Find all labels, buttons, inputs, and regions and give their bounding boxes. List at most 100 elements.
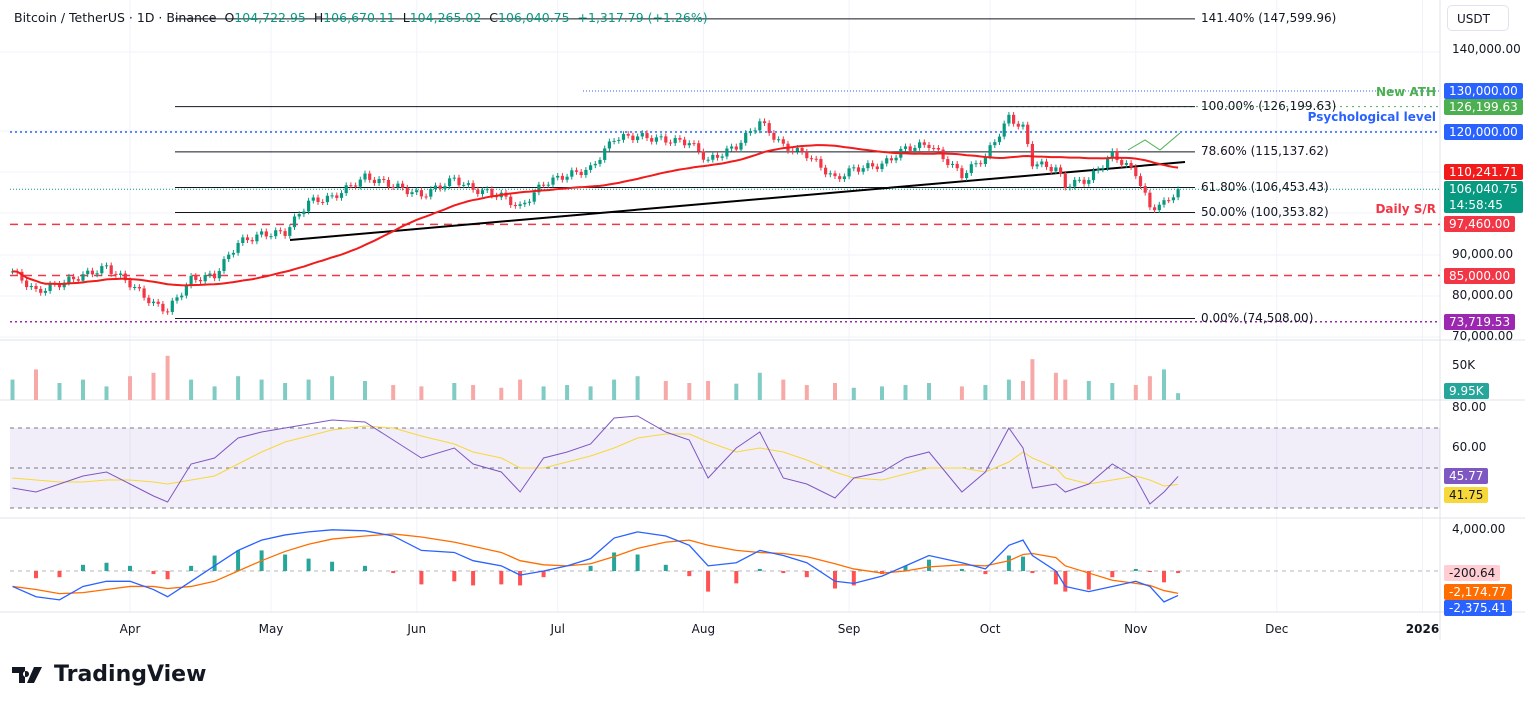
symbol-name[interactable]: Bitcoin / TetherUS · 1D · Binance [14,10,217,25]
candle-body [377,178,381,184]
candle-body [767,123,771,133]
candle-body [194,275,198,280]
rsi-line [12,415,1179,505]
macd-histogram-bar [104,562,109,571]
macd-histogram-bar [306,558,311,571]
rsi-axis-tick: 60.00 [1452,440,1487,454]
candle-body [410,192,414,195]
candle-body [668,142,673,144]
candle-body [1129,163,1133,168]
candle-body [687,143,691,146]
price-tag[interactable]: 85,000.00 [1444,267,1516,284]
macd-histogram-bar [663,564,668,571]
candle-body [584,169,588,176]
candle-body [448,178,452,187]
candle-body [184,285,188,296]
candle-body [62,282,66,288]
volume-bar [1162,369,1166,400]
candle-body [631,135,635,141]
macd-tag[interactable]: -2,375.41 [1444,600,1512,616]
rsi-tag[interactable]: 45.77 [1444,468,1489,484]
price-tag[interactable]: 97,460.00 [1444,216,1516,233]
candle-body [589,165,593,170]
candle-body [965,173,969,179]
price-tag[interactable]: 126,199.63 [1444,98,1523,115]
price-axis-tick: 90,000.00 [1452,247,1514,261]
price-tag[interactable]: 130,000.00 [1444,83,1523,99]
candle-body [800,147,804,152]
macd-histogram-bar [1086,571,1091,590]
price-tag[interactable]: 73,719.53 [1444,313,1516,330]
candle-body [706,159,710,161]
candle-body [119,273,123,275]
chart-annotation: Daily S/R [1375,202,1436,217]
volume-bar [57,383,62,400]
volume-bar [781,379,786,400]
candle-body [208,273,212,276]
candle-body [1096,169,1100,171]
candle-body [137,287,141,289]
candle-body [946,159,950,165]
price-tag[interactable]: 120,000.00 [1444,124,1523,140]
candle-body [997,136,1002,143]
price-tag[interactable]: 110,241.71 [1444,164,1523,180]
candle-body [715,154,720,158]
candle-body [626,134,630,136]
macd-histogram-bar [165,571,170,580]
candle-body [72,276,76,280]
macd-histogram-bar [1110,571,1115,578]
candle-body [889,158,893,161]
last-price-tag[interactable]: 106,040.75 14:58:45 [1444,181,1523,213]
candle-body [819,159,823,168]
candle-body [114,273,118,275]
volume-tag[interactable]: 9.95K [1444,383,1489,399]
candle-body [415,190,419,193]
candle-body [95,273,99,275]
tradingview-logo[interactable]: TradingView [12,662,206,687]
candle-body [725,148,729,157]
candle-body [842,176,846,180]
candle-body [734,146,738,150]
candle-body [43,290,47,293]
time-axis-tick: Dec [1265,622,1289,636]
candle-body [245,237,250,241]
open-label: O [224,10,235,25]
rsi-ma-tag[interactable]: 41.75 [1444,487,1489,503]
candle-body [960,168,964,179]
candle-body [104,265,109,267]
candle-body [217,271,221,279]
candle-body [636,136,640,141]
candle-body [720,156,724,158]
volume-bar [236,376,241,400]
macd-hist-tag[interactable]: -200.64 [1444,565,1501,581]
candle-body [462,184,466,186]
macd-signal-tag[interactable]: -2,174.77 [1444,584,1512,600]
candle-body [678,138,682,140]
candle-body [325,195,329,203]
volume-bar [391,385,396,400]
candle-body [222,259,226,272]
volume-bar [1176,393,1181,400]
candle-body [607,141,611,149]
candle-body [133,287,137,289]
candle-body [405,187,409,195]
candle-body [612,140,616,142]
candle-body [1124,163,1128,165]
candle-body [335,195,339,198]
candle-body [838,176,842,180]
candle-body [161,303,165,312]
macd-histogram-bar [833,571,837,589]
candle-body [1091,170,1096,181]
macd-histogram-bar [34,571,38,579]
candle-body [490,189,494,196]
candle-body [922,142,926,145]
candle-body [1021,124,1025,127]
candle-body [1068,186,1072,188]
candle-body [772,132,776,140]
candle-body [847,168,851,177]
currency-button[interactable]: USDT [1447,5,1509,31]
volume-bar [1147,376,1152,400]
candle-body [307,200,311,212]
